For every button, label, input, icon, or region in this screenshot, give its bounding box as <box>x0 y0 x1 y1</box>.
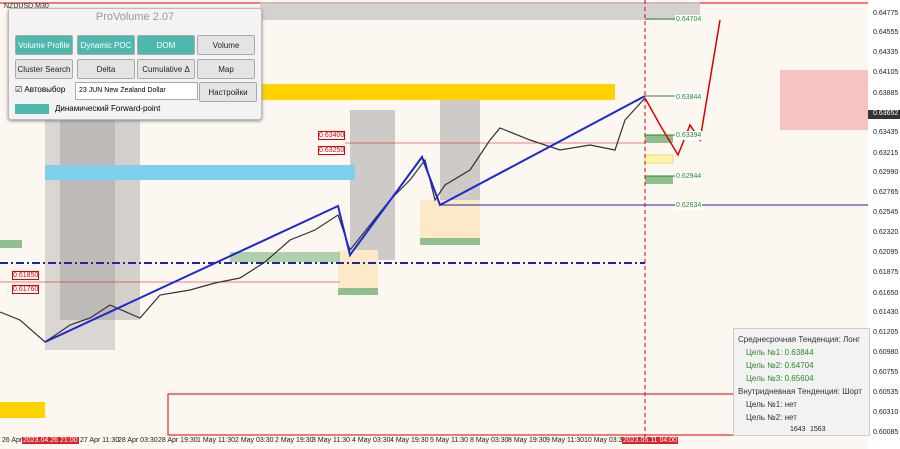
level-label: 0.62944 <box>675 172 703 181</box>
time-label: 9 May 11:30 <box>546 437 585 444</box>
price-label: 0.61205 <box>873 329 899 336</box>
settings-button[interactable]: Настройки <box>199 82 257 102</box>
level-label: 0.63844 <box>675 93 703 102</box>
price-label: 0.60310 <box>873 409 899 416</box>
panel-button[interactable]: Dynamic POC <box>77 35 135 55</box>
volume-value: 1643 <box>790 426 806 433</box>
price-label: 0.62765 <box>873 189 899 196</box>
trend-line-text: Цель №3: 0.65604 <box>746 374 814 383</box>
level-label: 0.62634 <box>675 201 703 210</box>
trend-box: Среднесрочная Тенденция: Лонг Цель №1: 0.… <box>733 328 870 436</box>
trend-line-text: Цель №1: нет <box>746 400 797 409</box>
time-label: 2023.04.26 21:00 <box>22 437 79 444</box>
price-label: 0.62095 <box>873 249 899 256</box>
panel-button[interactable]: Map <box>197 59 255 79</box>
time-label: 28 Apr 03:30 <box>118 437 158 444</box>
price-label: 0.61875 <box>873 269 899 276</box>
time-label: 2 May 03:30 <box>235 437 274 444</box>
time-label: 2 May 19:30 <box>275 437 314 444</box>
level-label: 0.63400 <box>318 131 346 140</box>
time-label: 28 Apr 19:30 <box>158 437 198 444</box>
trend-line-text: Цель №1: 0.63844 <box>746 348 814 357</box>
price-label: 0.60980 <box>873 349 899 356</box>
price-label: 0.64555 <box>873 29 899 36</box>
price-label: 0.60085 <box>873 429 899 436</box>
time-label: 10 May 03:30 <box>584 437 627 444</box>
current-price: 0.63652 <box>873 110 899 117</box>
level-label: 0.64704 <box>675 15 703 24</box>
price-label: 0.60755 <box>873 369 899 376</box>
level-label: 0.63394 <box>675 131 703 140</box>
price-label: 0.61430 <box>873 309 899 316</box>
forward-point[interactable]: Динамический Forward-point <box>55 104 161 113</box>
time-label: 27 Apr 11:30 <box>80 437 120 444</box>
time-label: 4 May 19:30 <box>390 437 429 444</box>
time-label: 5 May 11:30 <box>430 437 469 444</box>
price-label: 0.62545 <box>873 209 899 216</box>
panel-button[interactable]: Volume <box>197 35 255 55</box>
panel-title: ProVolume 2.07 <box>95 11 175 23</box>
time-label: 4 May 03:30 <box>352 437 391 444</box>
panel-button[interactable]: Volume Profile <box>15 35 73 55</box>
level-label: 0.61760 <box>12 285 40 294</box>
price-label: 0.61650 <box>873 290 899 297</box>
panel-button[interactable]: Delta <box>77 59 135 79</box>
trend-line-text: Внутридневная Тенденция: Шорт <box>738 387 862 396</box>
auto-select-label: Автовыбор <box>24 85 66 94</box>
trend-line-text: Цель №2: нет <box>746 413 797 422</box>
price-label: 0.64335 <box>873 49 899 56</box>
provolume-panel: ProVolume 2.07 Volume Profile Dynamic POC… <box>8 8 262 120</box>
contract-select[interactable]: 23 JUN New Zealand Dollar <box>75 82 198 100</box>
symbol: NZDUSD,M30 <box>4 3 49 10</box>
trend-line-text: Цель №2: 0.64704 <box>746 361 814 370</box>
auto-select[interactable]: ☑ Автовыбор <box>15 85 66 94</box>
time-label: 26 Apr 2023 <box>2 437 40 444</box>
price-label: 0.63215 <box>873 150 899 157</box>
price-label: 0.63435 <box>873 129 899 136</box>
panel-button[interactable]: Cumulative Δ <box>137 59 195 79</box>
panel-button[interactable]: Cluster Search <box>15 59 73 79</box>
level-label: 0.61850 <box>12 271 40 280</box>
price-label: 0.64775 <box>873 10 899 17</box>
price-label: 0.64105 <box>873 69 899 76</box>
price-label: 0.60535 <box>873 389 899 396</box>
time-label: 2023.05.11 04:00 <box>622 437 678 444</box>
price-label: 0.63885 <box>873 90 899 97</box>
price-label: 0.62320 <box>873 229 899 236</box>
level-label: 0.63250 <box>318 146 346 155</box>
time-label: 3 May 11:30 <box>312 437 351 444</box>
time-label: 1 May 11:30 <box>197 437 236 444</box>
time-label: 8 May 19:30 <box>508 437 547 444</box>
trend-line-text: Среднесрочная Тенденция: Лонг <box>738 335 861 344</box>
price-label: 0.62990 <box>873 169 899 176</box>
time-label: 8 May 03:30 <box>470 437 509 444</box>
volume-value: 1563 <box>810 426 826 433</box>
panel-button[interactable]: DOM <box>137 35 195 55</box>
